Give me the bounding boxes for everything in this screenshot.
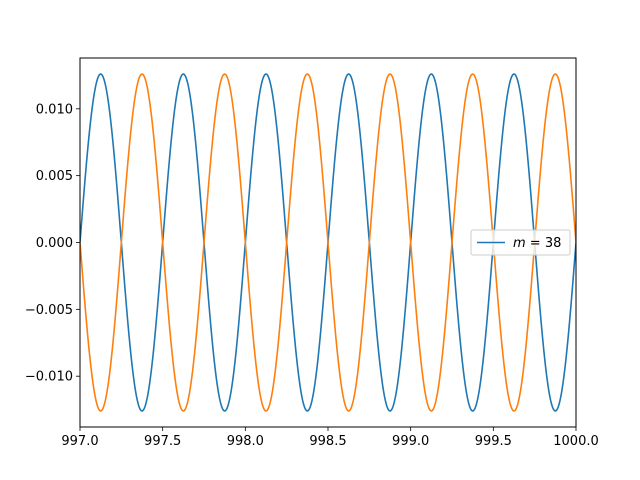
- y-tick-label: −0.005: [25, 303, 73, 318]
- y-tick-label: −0.010: [25, 370, 73, 385]
- x-tick-label: 998.0: [227, 434, 264, 449]
- legend-box: [470, 229, 571, 256]
- legend-var: m: [513, 236, 526, 251]
- legend-entry-label: m = 38: [513, 236, 561, 251]
- legend-eq: = 38: [526, 236, 562, 251]
- y-tick-label: 0.005: [36, 169, 73, 184]
- y-tick-label: 0.010: [36, 102, 73, 117]
- x-tick-label: 997.0: [61, 434, 98, 449]
- x-tick-label: 998.5: [309, 434, 346, 449]
- x-axis: 997.0 997.5 998.0 998.5 999.0 999.5 1000.0: [61, 427, 599, 449]
- y-axis: −0.010 −0.005 0.000 0.005 0.010: [25, 102, 80, 385]
- x-tick-label: 999.5: [475, 434, 512, 449]
- legend: m = 38: [470, 229, 571, 256]
- x-tick-label: 1000.0: [553, 434, 599, 449]
- y-tick-label: 0.000: [36, 236, 73, 251]
- x-tick-label: 997.5: [144, 434, 181, 449]
- x-tick-label: 999.0: [392, 434, 429, 449]
